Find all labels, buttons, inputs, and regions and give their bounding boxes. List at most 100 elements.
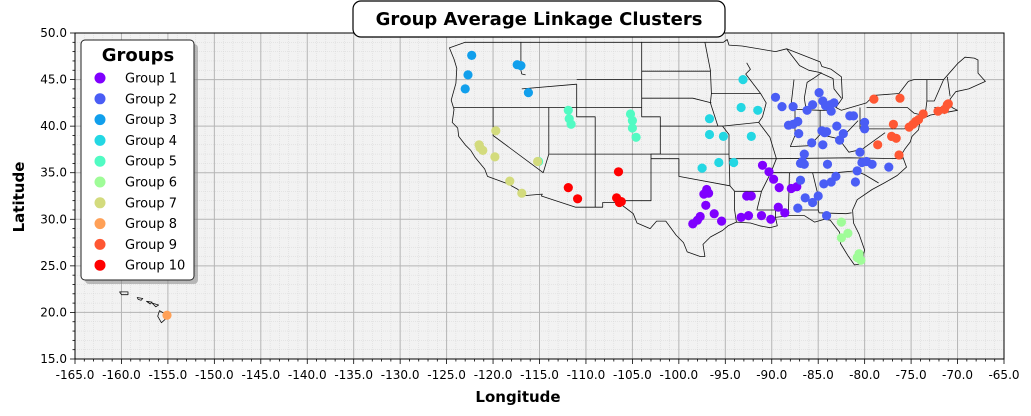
data-point bbox=[753, 105, 763, 115]
data-point bbox=[766, 214, 776, 224]
data-point bbox=[808, 100, 818, 110]
legend-label: Group 8 bbox=[125, 217, 177, 232]
legend-label: Group 1 bbox=[125, 72, 177, 87]
data-point bbox=[709, 209, 719, 219]
data-point bbox=[850, 177, 861, 187]
y-axis-ticks: 15.0 20.0 25.0 30.0 35.0 40.0 45.0 50.0 bbox=[40, 26, 75, 366]
data-point bbox=[895, 93, 905, 103]
data-point bbox=[813, 191, 823, 201]
series-group-10 bbox=[563, 167, 626, 208]
legend-item: Group 10 bbox=[94, 259, 185, 274]
legend-label: Group 7 bbox=[125, 196, 177, 211]
legend-item: Group 1 bbox=[94, 72, 177, 87]
data-point bbox=[517, 188, 527, 198]
data-point bbox=[819, 179, 829, 189]
data-point bbox=[746, 191, 756, 201]
y-tick-label: 45.0 bbox=[40, 73, 67, 87]
legend-marker bbox=[94, 155, 106, 167]
data-point bbox=[836, 217, 847, 227]
data-point bbox=[523, 88, 534, 98]
y-axis-label: Latitude bbox=[10, 162, 28, 233]
x-tick-label: -165.0 bbox=[56, 368, 95, 382]
series-group-8 bbox=[162, 310, 172, 320]
data-point bbox=[943, 99, 953, 109]
chart-title: Group Average Linkage Clusters bbox=[376, 9, 703, 30]
data-point bbox=[894, 150, 904, 160]
data-point bbox=[704, 129, 715, 140]
legend-marker bbox=[94, 218, 106, 230]
data-point bbox=[873, 140, 883, 150]
legend-marker bbox=[94, 93, 106, 105]
legend-item: Group 3 bbox=[94, 113, 177, 128]
chart-title-box: Group Average Linkage Clusters bbox=[352, 0, 726, 38]
series-group-4 bbox=[697, 75, 763, 173]
data-point bbox=[774, 183, 784, 193]
data-point bbox=[627, 123, 638, 133]
x-tick-label: -100.0 bbox=[660, 368, 699, 382]
x-tick-label: -65.0 bbox=[988, 368, 1019, 382]
data-point bbox=[852, 252, 862, 263]
x-tick-label: -140.0 bbox=[288, 368, 327, 382]
data-point bbox=[843, 228, 853, 238]
legend-item: Group 7 bbox=[94, 196, 177, 211]
data-point bbox=[770, 92, 781, 102]
data-point bbox=[743, 211, 754, 221]
data-point bbox=[478, 145, 488, 155]
legend-label: Group 3 bbox=[125, 113, 177, 128]
legend-label: Group 2 bbox=[125, 92, 177, 107]
data-point bbox=[855, 147, 865, 157]
x-tick-label: -90.0 bbox=[756, 368, 787, 382]
x-axis-label: Longitude bbox=[475, 388, 560, 406]
y-tick-label: 15.0 bbox=[40, 352, 67, 366]
data-point bbox=[918, 109, 928, 119]
x-tick-label: -85.0 bbox=[803, 368, 834, 382]
data-point bbox=[793, 116, 803, 127]
data-point bbox=[773, 202, 783, 212]
data-point bbox=[800, 193, 810, 203]
series-group-3 bbox=[460, 50, 534, 98]
series-group-2 bbox=[770, 88, 894, 221]
data-point bbox=[717, 216, 727, 226]
x-tick-label: -160.0 bbox=[102, 368, 141, 382]
data-point bbox=[467, 50, 477, 61]
data-point bbox=[836, 233, 847, 243]
data-point bbox=[563, 183, 573, 193]
data-point bbox=[795, 158, 806, 168]
y-tick-label: 35.0 bbox=[40, 166, 67, 180]
x-tick-label: -75.0 bbox=[896, 368, 927, 382]
data-point bbox=[697, 163, 707, 173]
legend-item: Group 9 bbox=[94, 238, 177, 253]
data-point bbox=[616, 197, 626, 207]
data-point bbox=[795, 175, 806, 185]
x-tick-label: -150.0 bbox=[195, 368, 234, 382]
data-point bbox=[490, 152, 500, 162]
legend-marker bbox=[94, 259, 106, 271]
x-tick-label: -70.0 bbox=[942, 368, 973, 382]
legend-label: Group 9 bbox=[125, 238, 177, 253]
legend-marker bbox=[94, 114, 106, 126]
x-tick-label: -155.0 bbox=[149, 368, 188, 382]
x-tick-label: -105.0 bbox=[613, 368, 652, 382]
data-point bbox=[788, 102, 798, 112]
data-point bbox=[807, 138, 817, 148]
data-point bbox=[563, 105, 573, 115]
data-point bbox=[831, 171, 841, 181]
legend-marker bbox=[94, 197, 106, 209]
data-point bbox=[704, 114, 715, 124]
x-tick-label: -95.0 bbox=[710, 368, 741, 382]
data-point bbox=[718, 131, 729, 141]
data-point bbox=[573, 194, 583, 204]
data-point bbox=[736, 102, 746, 113]
data-point bbox=[822, 159, 833, 169]
y-tick-label: 30.0 bbox=[40, 212, 67, 226]
x-tick-label: -130.0 bbox=[381, 368, 420, 382]
x-tick-label: -145.0 bbox=[241, 368, 280, 382]
y-tick-label: 20.0 bbox=[40, 305, 67, 319]
x-tick-label: -80.0 bbox=[849, 368, 880, 382]
data-point bbox=[860, 124, 870, 134]
series-group-6 bbox=[836, 217, 866, 265]
data-point bbox=[777, 102, 787, 112]
x-tick-label: -125.0 bbox=[427, 368, 466, 382]
data-point bbox=[818, 140, 828, 150]
data-point bbox=[869, 94, 879, 104]
